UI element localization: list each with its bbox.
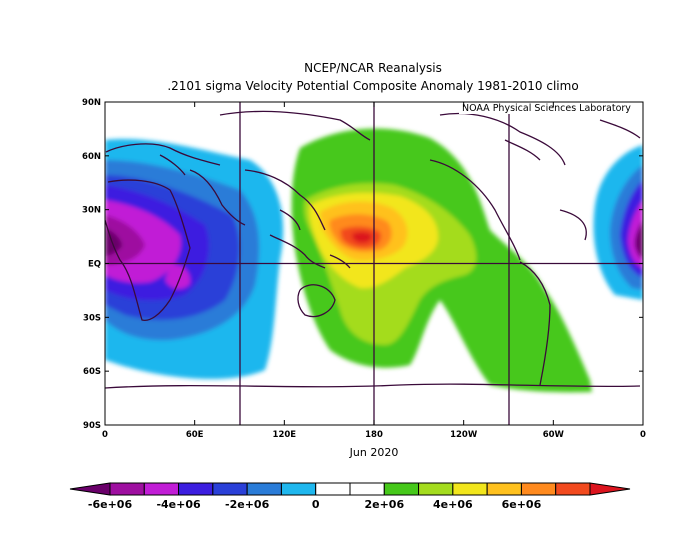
lat-tick-label: 90N [82,98,101,108]
plot-area: NOAA Physical Sciences Laboratory [105,102,643,425]
lon-tick-label: 0 [640,430,646,440]
longitude-axis: 0 60E 120E 180 120W 60W 0 [102,102,646,440]
colorbar-segment [315,482,351,496]
credit-label: NOAA Physical Sciences Laboratory [462,103,631,114]
colorbar-label: -6e+06 [88,498,133,511]
colorbar-segment [69,482,111,496]
colorbar-segment [555,482,591,496]
colorbar-label: 0 [312,498,320,511]
lat-tick-label: 30S [83,313,101,323]
lat-tick-label: EQ [88,260,101,270]
colorbar-segment [246,482,282,496]
lon-tick-label: 60E [186,430,204,440]
colorbar-segment [589,482,631,496]
colorbar-segment [383,482,420,496]
colorbar-segment [178,482,214,496]
colorbar-segment [520,482,557,496]
colorbar-segment [212,482,248,496]
colorbar-label: -2e+06 [225,498,270,511]
map-subtitle: .2101 sigma Velocity Potential Composite… [167,79,578,93]
lat-tick-label: 60N [82,152,101,162]
colorbar-label: 2e+06 [364,498,404,511]
lon-tick-label: 120E [273,430,297,440]
colorbar-segment [109,482,145,496]
colorbar-segment [143,482,180,496]
x-axis-label: Jun 2020 [349,446,399,459]
latitude-axis: 90N 60N 30N EQ 30S 60S 90S [82,98,643,431]
lon-tick-label: 180 [365,430,383,440]
colorbar-label: 6e+06 [502,498,542,511]
lon-tick-label: 120W [450,430,478,440]
map-title: NCEP/NCAR Reanalysis [304,61,442,75]
colorbar-segment [418,482,454,496]
colorbar-label: 4e+06 [433,498,473,511]
lon-tick-label: 60W [543,430,565,440]
colorbar: -6e+06 -4e+06 -2e+06 0 2e+06 4e+06 6e+06 [69,482,631,511]
grid-lines [105,102,643,425]
lon-tick-label: 0 [102,430,108,440]
lat-tick-label: 30N [82,206,101,216]
colorbar-segment [280,482,317,496]
colorbar-segment [486,482,522,496]
lat-tick-label: 90S [83,421,101,431]
colorbar-segment [452,482,488,496]
colorbar-segment [349,482,385,496]
colorbar-label: -4e+06 [156,498,201,511]
coastlines [105,110,641,389]
lat-tick-label: 60S [83,367,101,377]
